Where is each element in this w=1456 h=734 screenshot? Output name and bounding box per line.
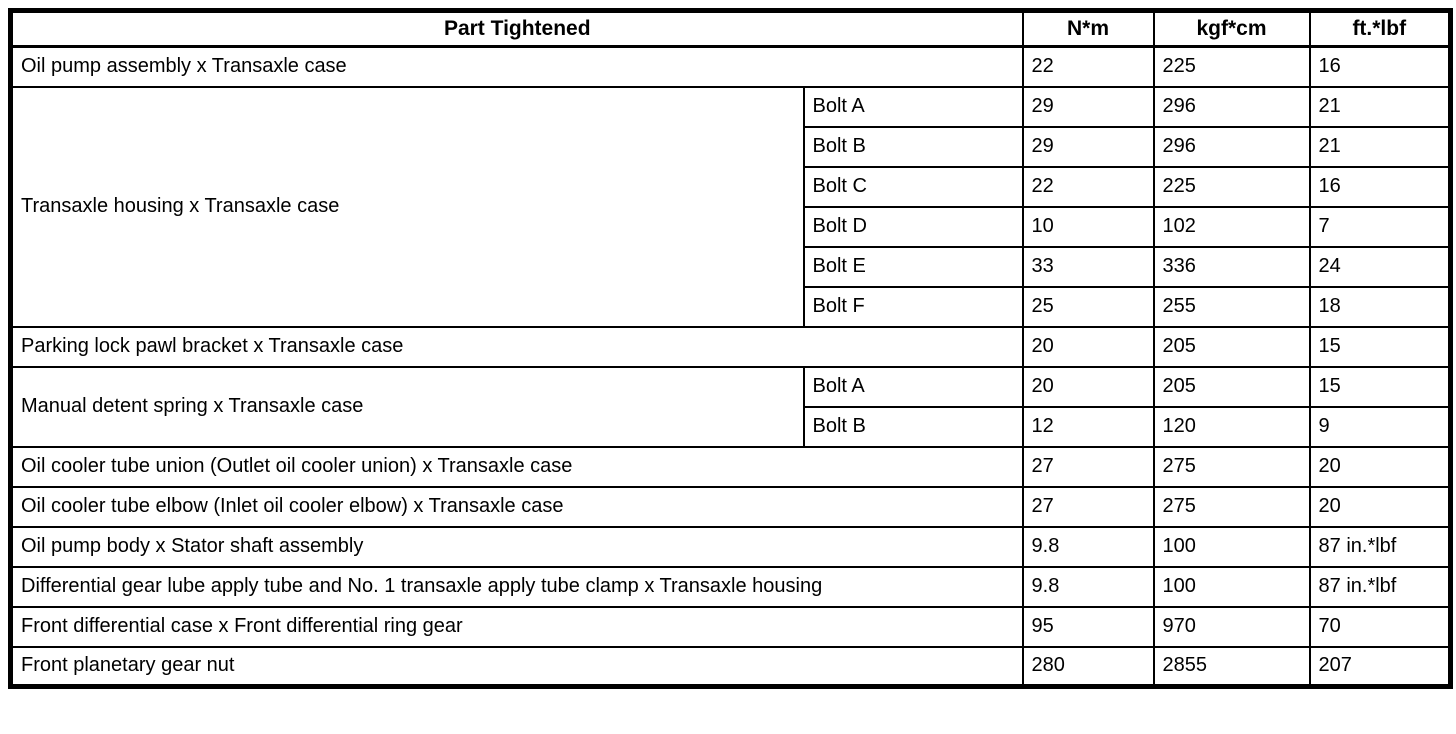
bolt-label-cell: Bolt E	[802, 245, 1024, 288]
torque-kgfcm-cell: 102	[1152, 205, 1311, 248]
torque-nm-cell: 10	[1021, 205, 1155, 248]
part-tightened-cell: Oil pump assembly x Transaxle case	[9, 45, 1024, 88]
part-tightened-cell: Manual detent spring x Transaxle case	[9, 365, 805, 448]
table-row: Bolt C 22 225 16	[11, 165, 1452, 208]
col-header-nm: N*m	[1021, 9, 1155, 48]
torque-ftlbf-cell: 18	[1308, 285, 1452, 328]
torque-kgfcm-cell: 205	[1152, 325, 1311, 368]
part-tightened-cell: Front differential case x Front differen…	[9, 605, 1024, 648]
table-row: Oil pump body x Stator shaft assembly 9.8…	[9, 525, 1452, 568]
torque-kgfcm-cell: 336	[1152, 245, 1311, 288]
torque-kgfcm-cell: 225	[1152, 165, 1311, 208]
torque-nm-cell: 9.8	[1021, 565, 1155, 608]
table-row: Bolt B 29 296 21	[11, 125, 1452, 168]
table-row: Parking lock pawl bracket x Transaxle ca…	[9, 325, 1452, 368]
table-row: Oil cooler tube union (Outlet oil cooler…	[9, 445, 1452, 488]
torque-ftlbf-cell: 70	[1308, 605, 1452, 648]
torque-nm-cell: 95	[1021, 605, 1155, 648]
col-header-kgfcm: kgf*cm	[1152, 9, 1311, 48]
part-tightened-cell: Differential gear lube apply tube and No…	[9, 565, 1024, 608]
torque-ftlbf-cell: 21	[1308, 125, 1452, 168]
part-tightened-cell: Oil cooler tube elbow (Inlet oil cooler …	[9, 485, 1024, 528]
torque-nm-cell: 12	[1021, 405, 1155, 448]
torque-nm-cell: 22	[1021, 45, 1155, 88]
torque-ftlbf-cell: 20	[1308, 445, 1452, 488]
torque-kgfcm-cell: 2855	[1152, 645, 1311, 688]
torque-kgfcm-cell: 275	[1152, 445, 1311, 488]
table-body: Oil pump assembly x Transaxle case 22 225 1…	[9, 45, 1452, 688]
torque-ftlbf-cell: 15	[1308, 325, 1452, 368]
torque-ftlbf-cell: 87 in.*lbf	[1308, 565, 1452, 608]
torque-nm-cell: 27	[1021, 445, 1155, 488]
torque-ftlbf-cell: 87 in.*lbf	[1308, 525, 1452, 568]
bolt-label-cell: Bolt F	[802, 285, 1024, 328]
header-row: Part Tightened N*m kgf*cm ft.*lbf	[9, 9, 1452, 48]
table-row: Oil pump assembly x Transaxle case 22 225 1…	[9, 45, 1452, 88]
torque-ftlbf-cell: 15	[1308, 365, 1452, 408]
torque-kgfcm-cell: 296	[1152, 125, 1311, 168]
torque-ftlbf-cell: 7	[1308, 205, 1452, 248]
table-row: Bolt E 33 336 24	[11, 245, 1452, 288]
torque-kgfcm-cell: 275	[1152, 485, 1311, 528]
bolt-label-cell: Bolt B	[802, 125, 1024, 168]
part-tightened-cell: Oil pump body x Stator shaft assembly	[9, 525, 1024, 568]
torque-nm-cell: 27	[1021, 485, 1155, 528]
table-row: Bolt B 12 120 9	[11, 405, 1452, 448]
part-tightened-cell: Oil cooler tube union (Outlet oil cooler…	[9, 445, 1024, 488]
bolt-label-cell: Bolt A	[802, 85, 1024, 128]
torque-ftlbf-cell: 24	[1308, 245, 1452, 288]
torque-kgfcm-cell: 225	[1152, 45, 1311, 88]
table-row: Transaxle housing x Transaxle case Bolt A…	[9, 85, 1452, 328]
part-tightened-cell: Front planetary gear nut	[9, 645, 1024, 688]
torque-ftlbf-cell: 16	[1308, 45, 1452, 88]
table-row: Bolt F 25 255 18	[11, 285, 1452, 328]
torque-kgfcm-cell: 970	[1152, 605, 1311, 648]
torque-nm-cell: 25	[1021, 285, 1155, 328]
torque-ftlbf-cell: 21	[1308, 85, 1452, 128]
torque-kgfcm-cell: 120	[1152, 405, 1311, 448]
torque-ftlbf-cell: 207	[1308, 645, 1452, 688]
torque-spec-table: Part Tightened N*m kgf*cm ft.*lbf Oil pu…	[8, 8, 1454, 689]
part-tightened-cell: Transaxle housing x Transaxle case	[9, 85, 805, 328]
table-row: Manual detent spring x Transaxle case Bol…	[9, 365, 1452, 448]
torque-nm-cell: 280	[1021, 645, 1155, 688]
col-header-part-tightened: Part Tightened	[9, 9, 1024, 48]
torque-kgfcm-cell: 100	[1152, 565, 1311, 608]
col-header-ftlbf: ft.*lbf	[1308, 9, 1452, 48]
torque-nm-cell: 9.8	[1021, 525, 1155, 568]
torque-nm-cell: 20	[1021, 365, 1155, 408]
part-tightened-cell: Parking lock pawl bracket x Transaxle ca…	[9, 325, 1024, 368]
table-row: Front planetary gear nut 280 2855 207	[9, 645, 1452, 688]
torque-kgfcm-cell: 100	[1152, 525, 1311, 568]
table-row: Oil cooler tube elbow (Inlet oil cooler …	[9, 485, 1452, 528]
torque-ftlbf-cell: 9	[1308, 405, 1452, 448]
torque-nm-cell: 20	[1021, 325, 1155, 368]
torque-ftlbf-cell: 16	[1308, 165, 1452, 208]
bolt-label-cell: Bolt D	[802, 205, 1024, 248]
torque-kgfcm-cell: 205	[1152, 365, 1311, 408]
torque-nm-cell: 22	[1021, 165, 1155, 208]
table-row: Differential gear lube apply tube and No…	[9, 565, 1452, 608]
table-row: Bolt D 10 102 7	[11, 205, 1452, 248]
bolt-label-cell: Bolt C	[802, 165, 1024, 208]
torque-nm-cell: 33	[1021, 245, 1155, 288]
torque-ftlbf-cell: 20	[1308, 485, 1452, 528]
torque-nm-cell: 29	[1021, 125, 1155, 168]
torque-kgfcm-cell: 255	[1152, 285, 1311, 328]
bolt-label-cell: Bolt B	[802, 405, 1024, 448]
bolt-label-cell: Bolt A	[802, 365, 1024, 408]
table-row: Front differential case x Front differen…	[9, 605, 1452, 648]
torque-kgfcm-cell: 296	[1152, 85, 1311, 128]
torque-nm-cell: 29	[1021, 85, 1155, 128]
